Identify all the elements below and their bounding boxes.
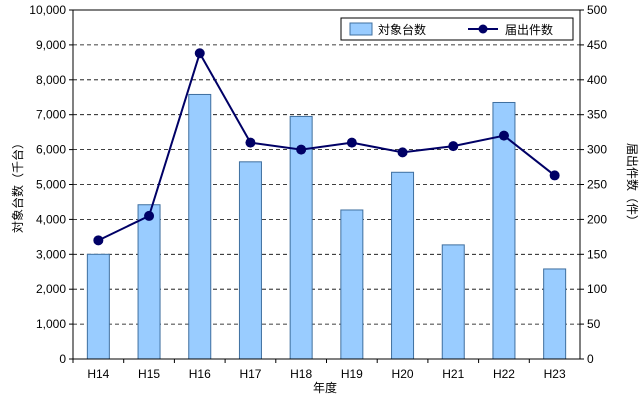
line-point [397, 147, 408, 158]
y-left-tick-label: 2,000 [36, 282, 66, 296]
series-line [97, 50, 556, 242]
line-point [144, 210, 155, 221]
y-left-tick-label: 8,000 [36, 73, 66, 87]
line-point [448, 141, 459, 152]
line-series [93, 48, 560, 246]
x-tick-label: H17 [239, 367, 261, 381]
axes [69, 9, 584, 363]
y-axis-right-title: 届出件数（件） [625, 143, 640, 227]
line-point [93, 235, 104, 246]
bar [543, 268, 567, 360]
line-point [346, 137, 357, 148]
bar [391, 171, 415, 360]
x-tick-label: H19 [341, 367, 363, 381]
y-right-tick-label: 350 [587, 108, 607, 122]
line-point [296, 144, 307, 155]
y-right-tick-label: 250 [587, 178, 607, 192]
x-tick-label: H23 [544, 367, 566, 381]
line-point [245, 137, 256, 148]
y-right-tick-label: 50 [587, 317, 601, 331]
legend-bar-label: 対象台数 [378, 22, 426, 37]
x-tick-label: H15 [138, 367, 160, 381]
legend-line-marker [478, 24, 488, 34]
bar [86, 253, 110, 360]
bar [340, 209, 364, 360]
bar [238, 161, 262, 360]
y-left-tick-label: 4,000 [36, 212, 66, 226]
y-right-tick-label: 300 [587, 143, 607, 157]
x-tick-label: H14 [87, 367, 109, 381]
y-right-tick-label: 400 [587, 73, 607, 87]
bar [137, 204, 161, 360]
y-left-tick-label: 7,000 [36, 108, 66, 122]
y-left-tick-label: 3,000 [36, 247, 66, 261]
legend-bar-swatch [349, 22, 373, 36]
y-right-tick-label: 100 [587, 282, 607, 296]
line-point [498, 130, 509, 141]
tick-labels: 0 0 1,000 50 2,000 100 3,000 150 4,000 200 5,000 25… [29, 3, 607, 381]
y-right-tick-label: 500 [587, 3, 607, 17]
y-axis-left-title: 対象台数（千台） [10, 137, 25, 233]
line-point [194, 48, 205, 59]
x-axis-title: 年度 [313, 380, 337, 395]
y-right-tick-label: 450 [587, 38, 607, 52]
legend-box [340, 17, 574, 41]
bar [441, 244, 465, 360]
y-right-tick-label: 150 [587, 247, 607, 261]
y-left-tick-label: 9,000 [36, 38, 66, 52]
y-right-tick-label: 0 [587, 352, 594, 366]
y-left-tick-label: 10,000 [29, 3, 66, 17]
legend-line-label: 届出件数 [505, 22, 553, 37]
line-point [549, 170, 560, 181]
y-left-tick-label: 5,000 [36, 178, 66, 192]
y-left-tick-label: 6,000 [36, 143, 66, 157]
x-tick-label: H21 [442, 367, 464, 381]
y-right-tick-label: 200 [587, 212, 607, 226]
y-left-tick-label: 0 [59, 352, 66, 366]
legend: 対象台数 届出件数 [340, 17, 574, 41]
x-tick-label: H18 [290, 367, 312, 381]
x-tick-label: H16 [189, 367, 211, 381]
y-left-tick-label: 1,000 [36, 317, 66, 331]
x-tick-label: H22 [493, 367, 515, 381]
x-tick-label: H20 [392, 367, 414, 381]
bar [188, 93, 212, 360]
